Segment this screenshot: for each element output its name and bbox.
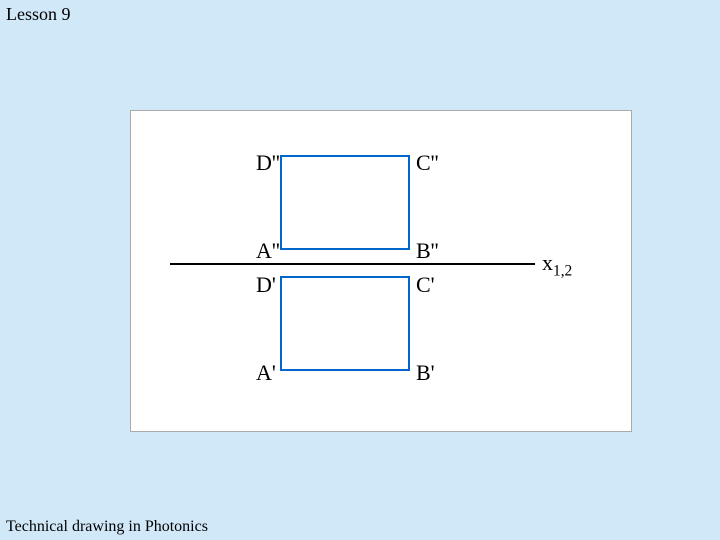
label-x12: x1,2 — [542, 250, 572, 280]
rect-top — [280, 155, 410, 250]
label-C2: C'' — [416, 150, 439, 176]
label-A2: A'' — [256, 238, 280, 264]
label-B2: B'' — [416, 238, 439, 264]
footer-text: Technical drawing in Photonics — [0, 514, 214, 540]
x-axis-line — [170, 263, 535, 265]
label-D2: D'' — [256, 150, 280, 176]
slide: Lesson 9 Technical drawing in Photonics … — [0, 0, 720, 540]
lesson-header: Lesson 9 — [0, 0, 77, 29]
label-A1: A' — [256, 360, 276, 386]
rect-bottom — [280, 276, 410, 371]
label-D1: D' — [256, 272, 276, 298]
label-C1: C' — [416, 272, 435, 298]
label-B1: B' — [416, 360, 435, 386]
